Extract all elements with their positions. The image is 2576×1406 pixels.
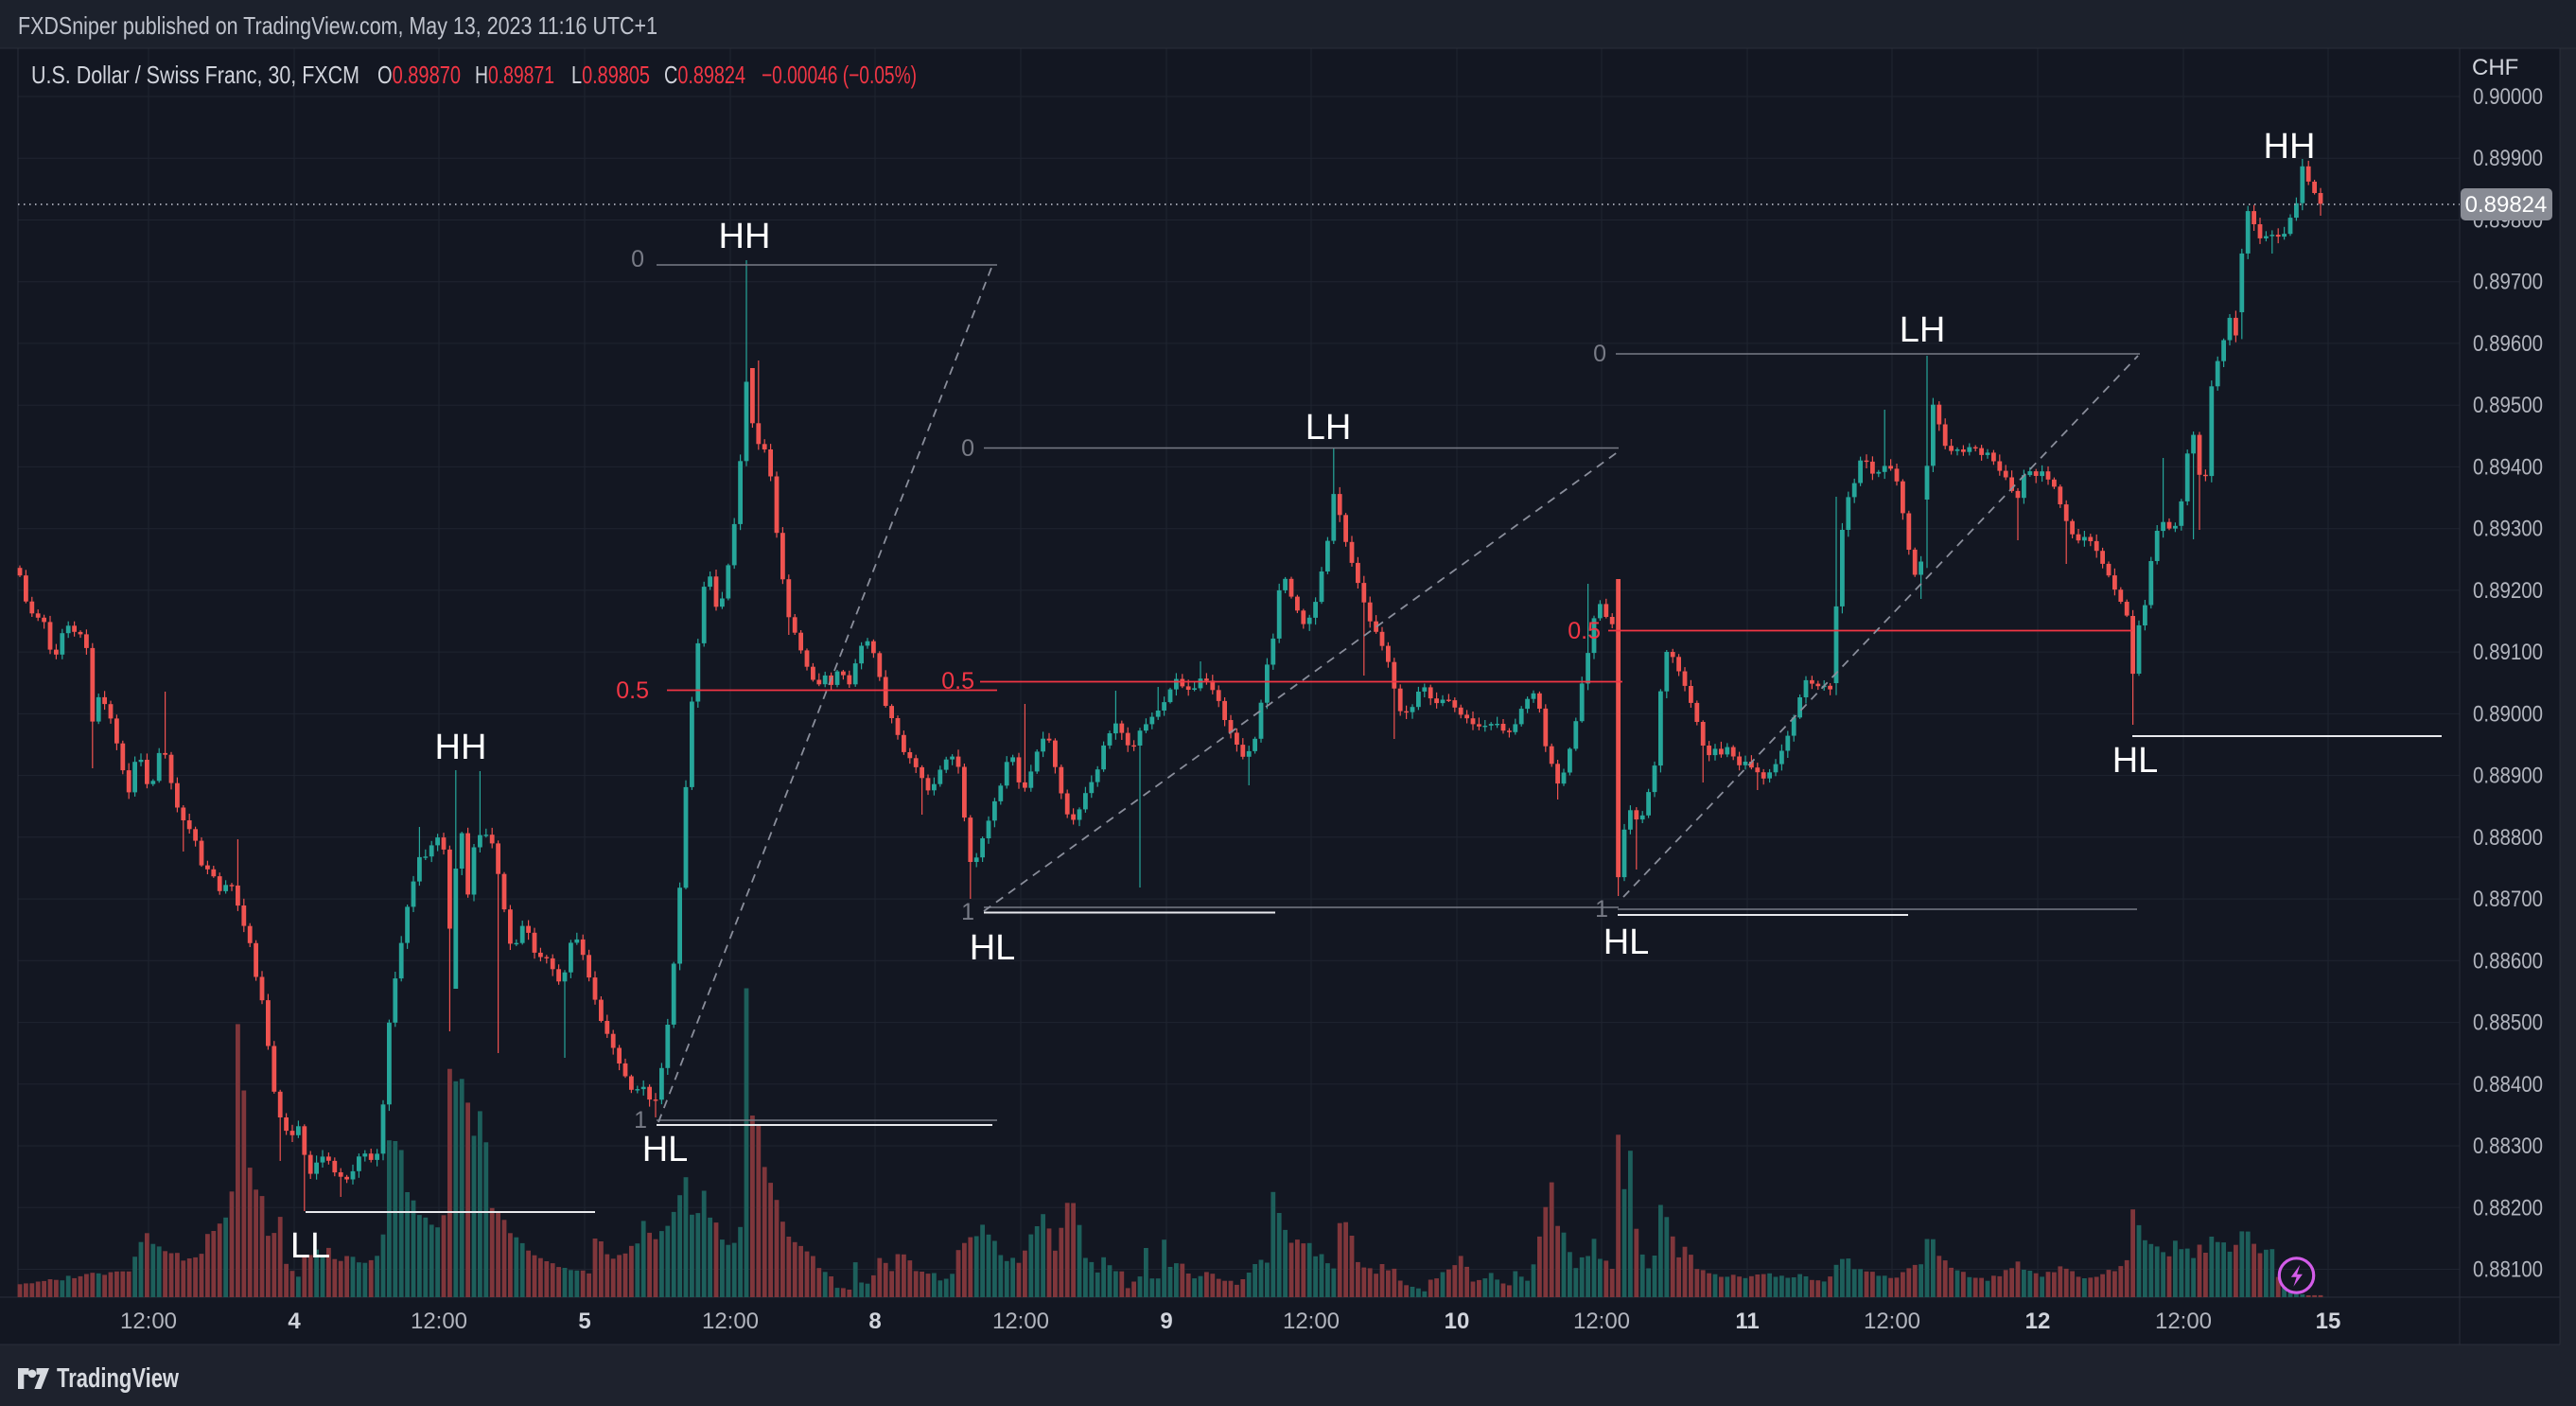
- svg-text:12:00: 12:00: [2155, 1309, 2212, 1334]
- svg-text:−0.00046 (−0.05%): −0.00046 (−0.05%): [762, 61, 917, 89]
- svg-text:LH: LH: [1306, 408, 1352, 448]
- svg-text:0.88300: 0.88300: [2473, 1134, 2543, 1159]
- svg-text:0.89500: 0.89500: [2473, 393, 2543, 418]
- svg-text:0.5: 0.5: [616, 677, 649, 704]
- svg-text:0.88200: 0.88200: [2473, 1195, 2543, 1221]
- svg-text:1: 1: [634, 1107, 647, 1134]
- svg-text:HH: HH: [2264, 127, 2316, 167]
- svg-text:0.88800: 0.88800: [2473, 825, 2543, 851]
- svg-text:0.89200: 0.89200: [2473, 578, 2543, 604]
- svg-text:0: 0: [631, 246, 644, 272]
- svg-text:HL: HL: [1603, 923, 1650, 962]
- svg-text:12:00: 12:00: [411, 1309, 467, 1334]
- svg-text:0.89900: 0.89900: [2473, 146, 2543, 171]
- svg-text:LH: LH: [1900, 310, 1946, 350]
- svg-text:4: 4: [288, 1309, 301, 1334]
- svg-text:L0.89805: L0.89805: [571, 61, 650, 89]
- svg-text:0.89700: 0.89700: [2473, 270, 2543, 295]
- svg-text:9: 9: [1160, 1309, 1172, 1334]
- svg-text:0.5: 0.5: [1568, 618, 1601, 644]
- svg-text:0: 0: [961, 435, 974, 462]
- svg-text:11: 11: [1735, 1309, 1759, 1334]
- svg-text:0.88600: 0.88600: [2473, 948, 2543, 974]
- svg-text:HL: HL: [970, 928, 1016, 968]
- svg-text:0.90000: 0.90000: [2473, 84, 2543, 110]
- svg-text:0.88400: 0.88400: [2473, 1072, 2543, 1098]
- svg-text:12:00: 12:00: [992, 1309, 1049, 1334]
- svg-text:HL: HL: [642, 1130, 689, 1169]
- svg-text:8: 8: [868, 1309, 881, 1334]
- svg-text:12:00: 12:00: [1864, 1309, 1920, 1334]
- svg-text:0.89824: 0.89824: [2465, 192, 2548, 218]
- svg-text:12:00: 12:00: [702, 1309, 759, 1334]
- svg-text:TradingView: TradingView: [57, 1363, 179, 1394]
- svg-text:0.88100: 0.88100: [2473, 1257, 2543, 1283]
- svg-text:HL: HL: [2112, 741, 2159, 781]
- svg-text:0: 0: [1593, 341, 1606, 367]
- svg-text:0.88700: 0.88700: [2473, 887, 2543, 912]
- svg-text:0.89400: 0.89400: [2473, 454, 2543, 480]
- svg-text:U.S. Dollar / Swiss Franc, 30,: U.S. Dollar / Swiss Franc, 30, FXCM: [31, 61, 359, 89]
- svg-text:0.88900: 0.88900: [2473, 764, 2543, 789]
- svg-text:5: 5: [578, 1309, 590, 1334]
- svg-text:15: 15: [2316, 1309, 2341, 1334]
- svg-text:1: 1: [1595, 896, 1608, 923]
- svg-text:12:00: 12:00: [120, 1309, 177, 1334]
- svg-text:O0.89870: O0.89870: [377, 61, 461, 89]
- svg-text:HH: HH: [435, 728, 487, 767]
- svg-text:0.88500: 0.88500: [2473, 1011, 2543, 1036]
- svg-text:0.89000: 0.89000: [2473, 701, 2543, 727]
- svg-text:1: 1: [961, 899, 974, 925]
- svg-text:0.89600: 0.89600: [2473, 331, 2543, 357]
- svg-text:0.89100: 0.89100: [2473, 640, 2543, 665]
- svg-text:12:00: 12:00: [1283, 1309, 1340, 1334]
- svg-text:0.5: 0.5: [941, 668, 974, 694]
- svg-text:10: 10: [1445, 1309, 1470, 1334]
- svg-text:CHF: CHF: [2472, 55, 2518, 80]
- svg-text:12:00: 12:00: [1573, 1309, 1630, 1334]
- svg-text:12: 12: [2025, 1309, 2051, 1334]
- svg-text:H0.89871: H0.89871: [475, 61, 554, 89]
- svg-text:HH: HH: [719, 217, 771, 256]
- svg-text:LL: LL: [290, 1226, 330, 1266]
- svg-text:FXDSniper published on Trading: FXDSniper published on TradingView.com, …: [18, 11, 657, 40]
- svg-text:C0.89824: C0.89824: [664, 61, 745, 89]
- svg-text:0.89300: 0.89300: [2473, 517, 2543, 542]
